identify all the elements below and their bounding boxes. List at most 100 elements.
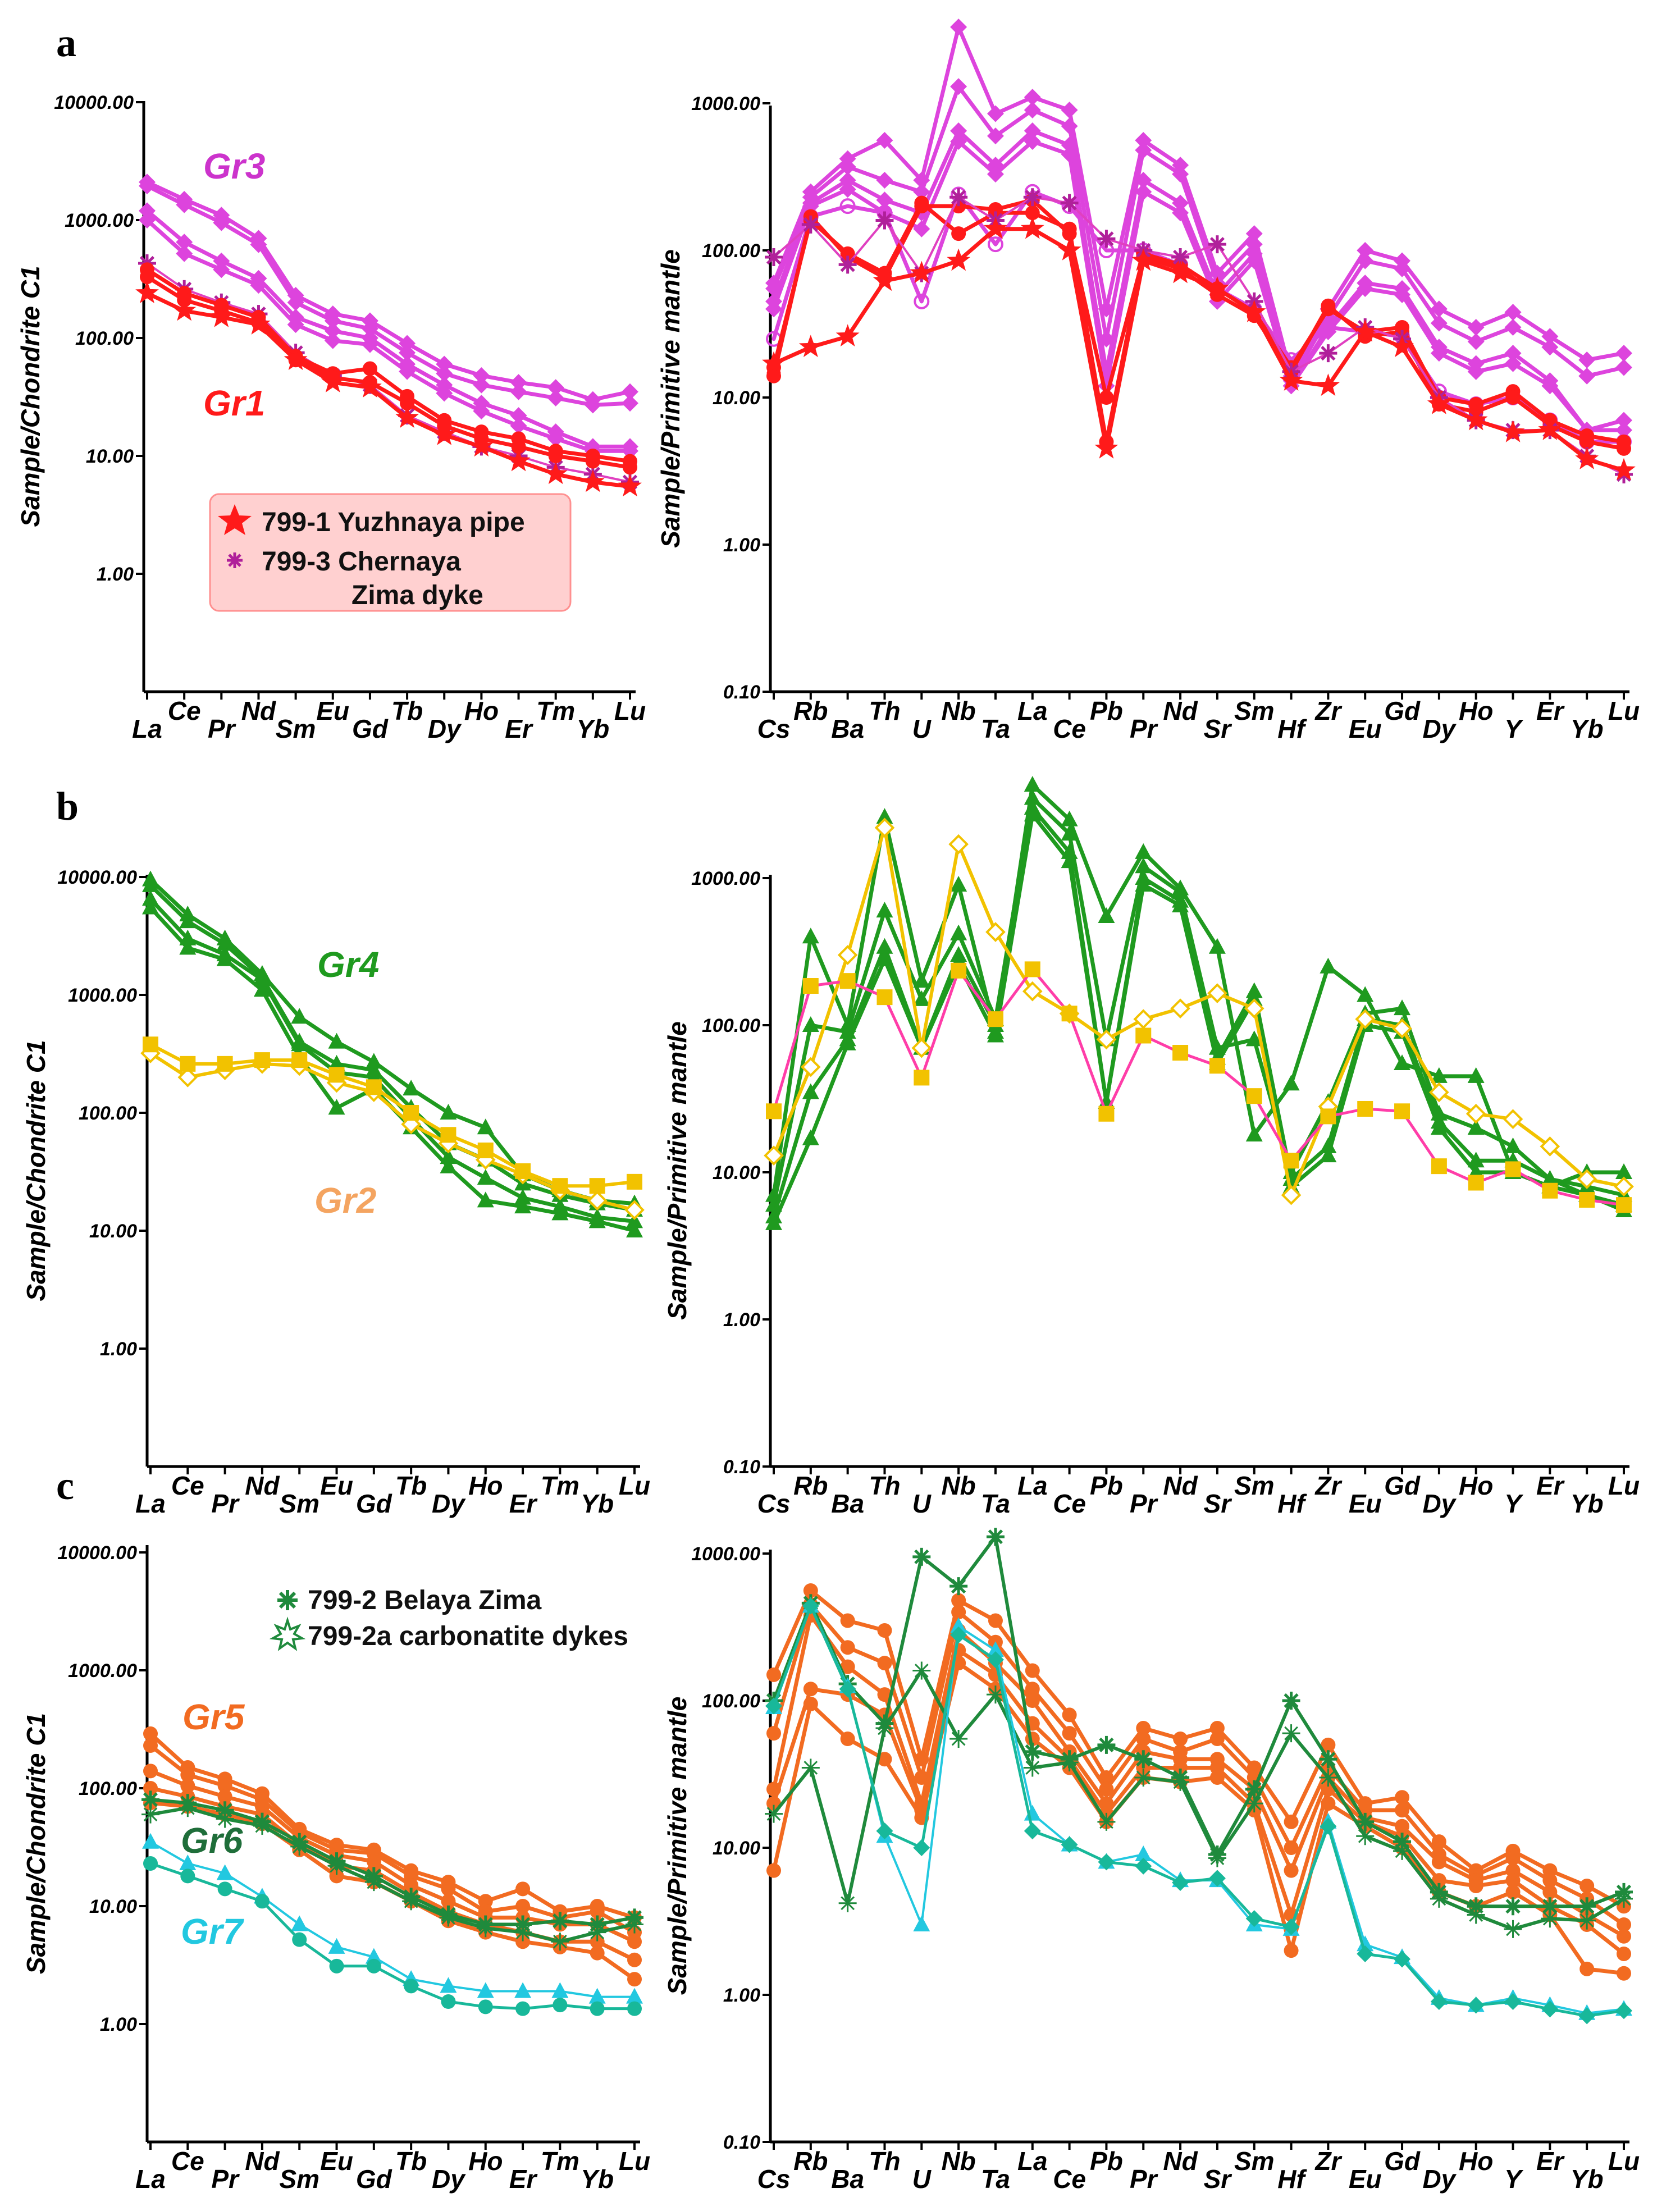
data-point [877,1656,892,1671]
data-point [838,1894,857,1912]
y-tick-label: 10.00 [713,1838,760,1859]
data-point [840,1640,855,1655]
asterisk-stroke [1469,1908,1483,1922]
asterisk-stroke [627,1917,642,1931]
data-point [840,1613,855,1628]
data-point [1541,1910,1559,1928]
data-point [1503,1109,1523,1130]
x-tick-label: Gd [1384,1471,1421,1500]
series-line [772,1604,1626,2017]
data-point [1136,1732,1151,1747]
data-point [951,226,966,241]
data-point [291,1915,308,1931]
data-point [473,367,490,384]
data-point [246,312,271,335]
data-point [1024,1822,1041,1840]
series-Gr3-4 [139,212,638,460]
data-point [473,403,490,420]
data-point [177,1067,198,1088]
asterisk-stroke [1506,1922,1520,1936]
data-point [1061,145,1078,163]
x-tick-label: Tb [395,2146,427,2176]
data-point [802,928,819,944]
x-tick-label: Ho [468,2146,503,2176]
data-point [209,305,234,327]
data-point [1061,1836,1078,1853]
data-point [986,1685,1005,1704]
data-point [913,972,930,988]
x-tick-label: Ce [171,1471,204,1500]
x-tick-label: Pr [1130,714,1158,743]
data-point [1504,1993,1522,2010]
chart-c-spider: 0.101.0010.00100.001000.00CsRbBaThUNbTaL… [663,1528,1640,2194]
x-tick-label: Lu [614,696,646,725]
data-point [217,1881,232,1897]
data-point [478,1999,493,2014]
data-point [1395,1790,1410,1805]
chart-c-ree: 1.00 10.00 100.00 1000.00 10000.00 LaCePrNdSm… [21,1542,650,2194]
data-point [1501,420,1525,442]
data-point [765,1805,783,1823]
data-point [1357,1945,1374,1962]
data-point [1131,248,1156,271]
data-point [1208,1870,1226,1887]
data-point [1505,1851,1521,1866]
asterisk-stroke [951,1732,966,1746]
data-point [1579,434,1595,449]
x-tick-label: Yb [1571,2164,1604,2194]
data-point [1431,1873,1446,1888]
data-point [1467,1119,1485,1135]
asterisk-stroke [1432,1892,1446,1906]
data-point [623,460,637,475]
data-point [839,198,856,214]
data-point [1246,1088,1262,1104]
x-tick-label: Zr [1314,1471,1342,1500]
data-point [291,1052,308,1068]
x-tick-label: Tb [395,1471,427,1500]
asterisk-stroke [841,1896,855,1911]
asterisk-stroke [292,1839,307,1854]
asterisk-stroke [1617,1892,1631,1906]
x-tick-label: Gd [1384,696,1421,725]
data-point [986,1528,1005,1546]
asterisk-stroke [877,213,892,228]
data-point [514,1189,532,1205]
data-point [142,898,159,915]
x-tick-label: Zr [1314,696,1342,725]
data-point [1284,1943,1299,1958]
data-point [328,1099,345,1115]
data-point [1467,333,1485,350]
data-point [876,1822,893,1840]
asterisk-stroke [1284,1726,1298,1741]
data-point [1208,1849,1226,1867]
data-point [1097,1735,1116,1754]
data-point [142,1833,159,1849]
data-point [1320,1137,1337,1153]
data-point [1209,1058,1225,1074]
data-point [1281,1185,1302,1205]
panel-letter-b: b [56,784,79,829]
data-point [837,945,858,965]
series-Gr7-2 [143,1856,642,2016]
data-point [912,1661,931,1680]
data-point [1135,141,1152,159]
x-tick-label: Gd [352,714,389,743]
data-point [253,981,271,997]
data-point [515,1934,531,1949]
data-point [766,1667,781,1682]
data-point [1430,1889,1448,1908]
asterisk-stroke [1062,1755,1076,1770]
data-point [1617,1929,1631,1944]
x-tick-label: Nd [245,1471,280,1500]
data-point [399,344,416,362]
x-tick-label: Nd [1163,2146,1198,2176]
data-point [836,324,860,347]
data-point [590,2001,605,2016]
data-point [436,385,453,402]
data-point [1615,412,1632,429]
data-point [950,1626,967,1643]
x-tick-label: Gd [356,2164,392,2194]
asterisk-stroke [553,1913,568,1929]
data-point [876,131,893,149]
data-point [951,1643,966,1658]
